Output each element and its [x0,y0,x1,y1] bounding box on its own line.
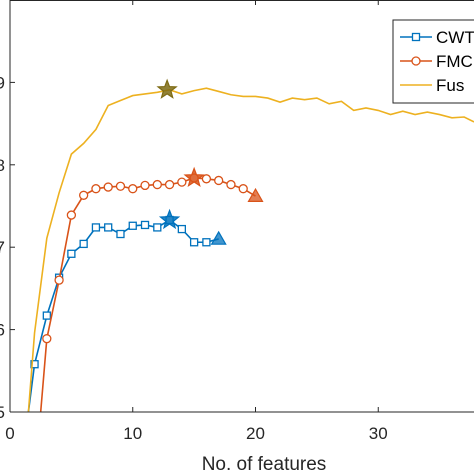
x-tick-label: 30 [369,424,388,443]
legend-label: CWT [436,28,474,47]
data-point [42,311,51,320]
data-point [201,174,212,184]
y-tick-label: 7 [0,238,5,257]
legend-label: Fus [436,76,464,95]
data-point [140,180,150,191]
x-tick-label: 20 [246,424,265,443]
best-marker-fus [156,78,178,99]
data-point [238,184,248,194]
legend-entry-fus: Fus [400,76,464,95]
data-point [67,249,76,258]
data-point [152,179,162,190]
series-fmc [39,166,264,412]
data-point [91,223,101,232]
data-point [177,177,187,187]
y-tick-label: 8 [0,156,5,175]
data-point [66,210,77,220]
x-tick-label: 0 [5,424,14,443]
data-point [177,224,187,234]
data-point [79,190,89,200]
y-tick-label: 6 [0,321,5,340]
series-line-fus [27,87,474,412]
data-point [189,238,199,247]
data-point [116,229,125,239]
legend-entry-cwt: CWT [400,28,474,47]
data-point [91,184,101,194]
legend: CWT FMC Fus [392,19,474,104]
data-point [140,220,150,230]
legend-marker [411,32,421,42]
series-fus [27,78,474,412]
data-point [202,238,211,247]
data-point [103,182,113,192]
data-point [214,175,224,186]
data-point [79,239,88,249]
data-point [42,334,52,344]
end-marker-cwt [210,230,227,245]
y-tick-label: 9 [0,73,5,92]
axes-layer: 0 10 20 30 5 6 7 8 9 [0,0,474,443]
data-point [164,179,175,190]
legend-entry-fmc: FMC [400,52,473,71]
best-marker-cwt [158,208,181,230]
best-marker-fmc [183,166,205,188]
data-point [153,223,162,232]
data-point [128,184,138,194]
data-point [104,223,113,232]
x-tick-label: 10 [123,424,142,443]
series-layer [27,78,474,412]
data-point [128,221,137,230]
legend-marker [411,56,421,66]
data-point [30,360,39,369]
end-marker-fmc [247,187,264,202]
data-point [226,179,236,190]
series-cwt [27,208,227,412]
y-tick-label: 5 [0,403,5,422]
x-axis-label: No. of features [202,454,327,474]
data-point [115,181,126,191]
legend-items: CWT FMC Fus [400,28,474,95]
data-point [54,275,64,285]
legend-label: FMC [436,52,473,71]
